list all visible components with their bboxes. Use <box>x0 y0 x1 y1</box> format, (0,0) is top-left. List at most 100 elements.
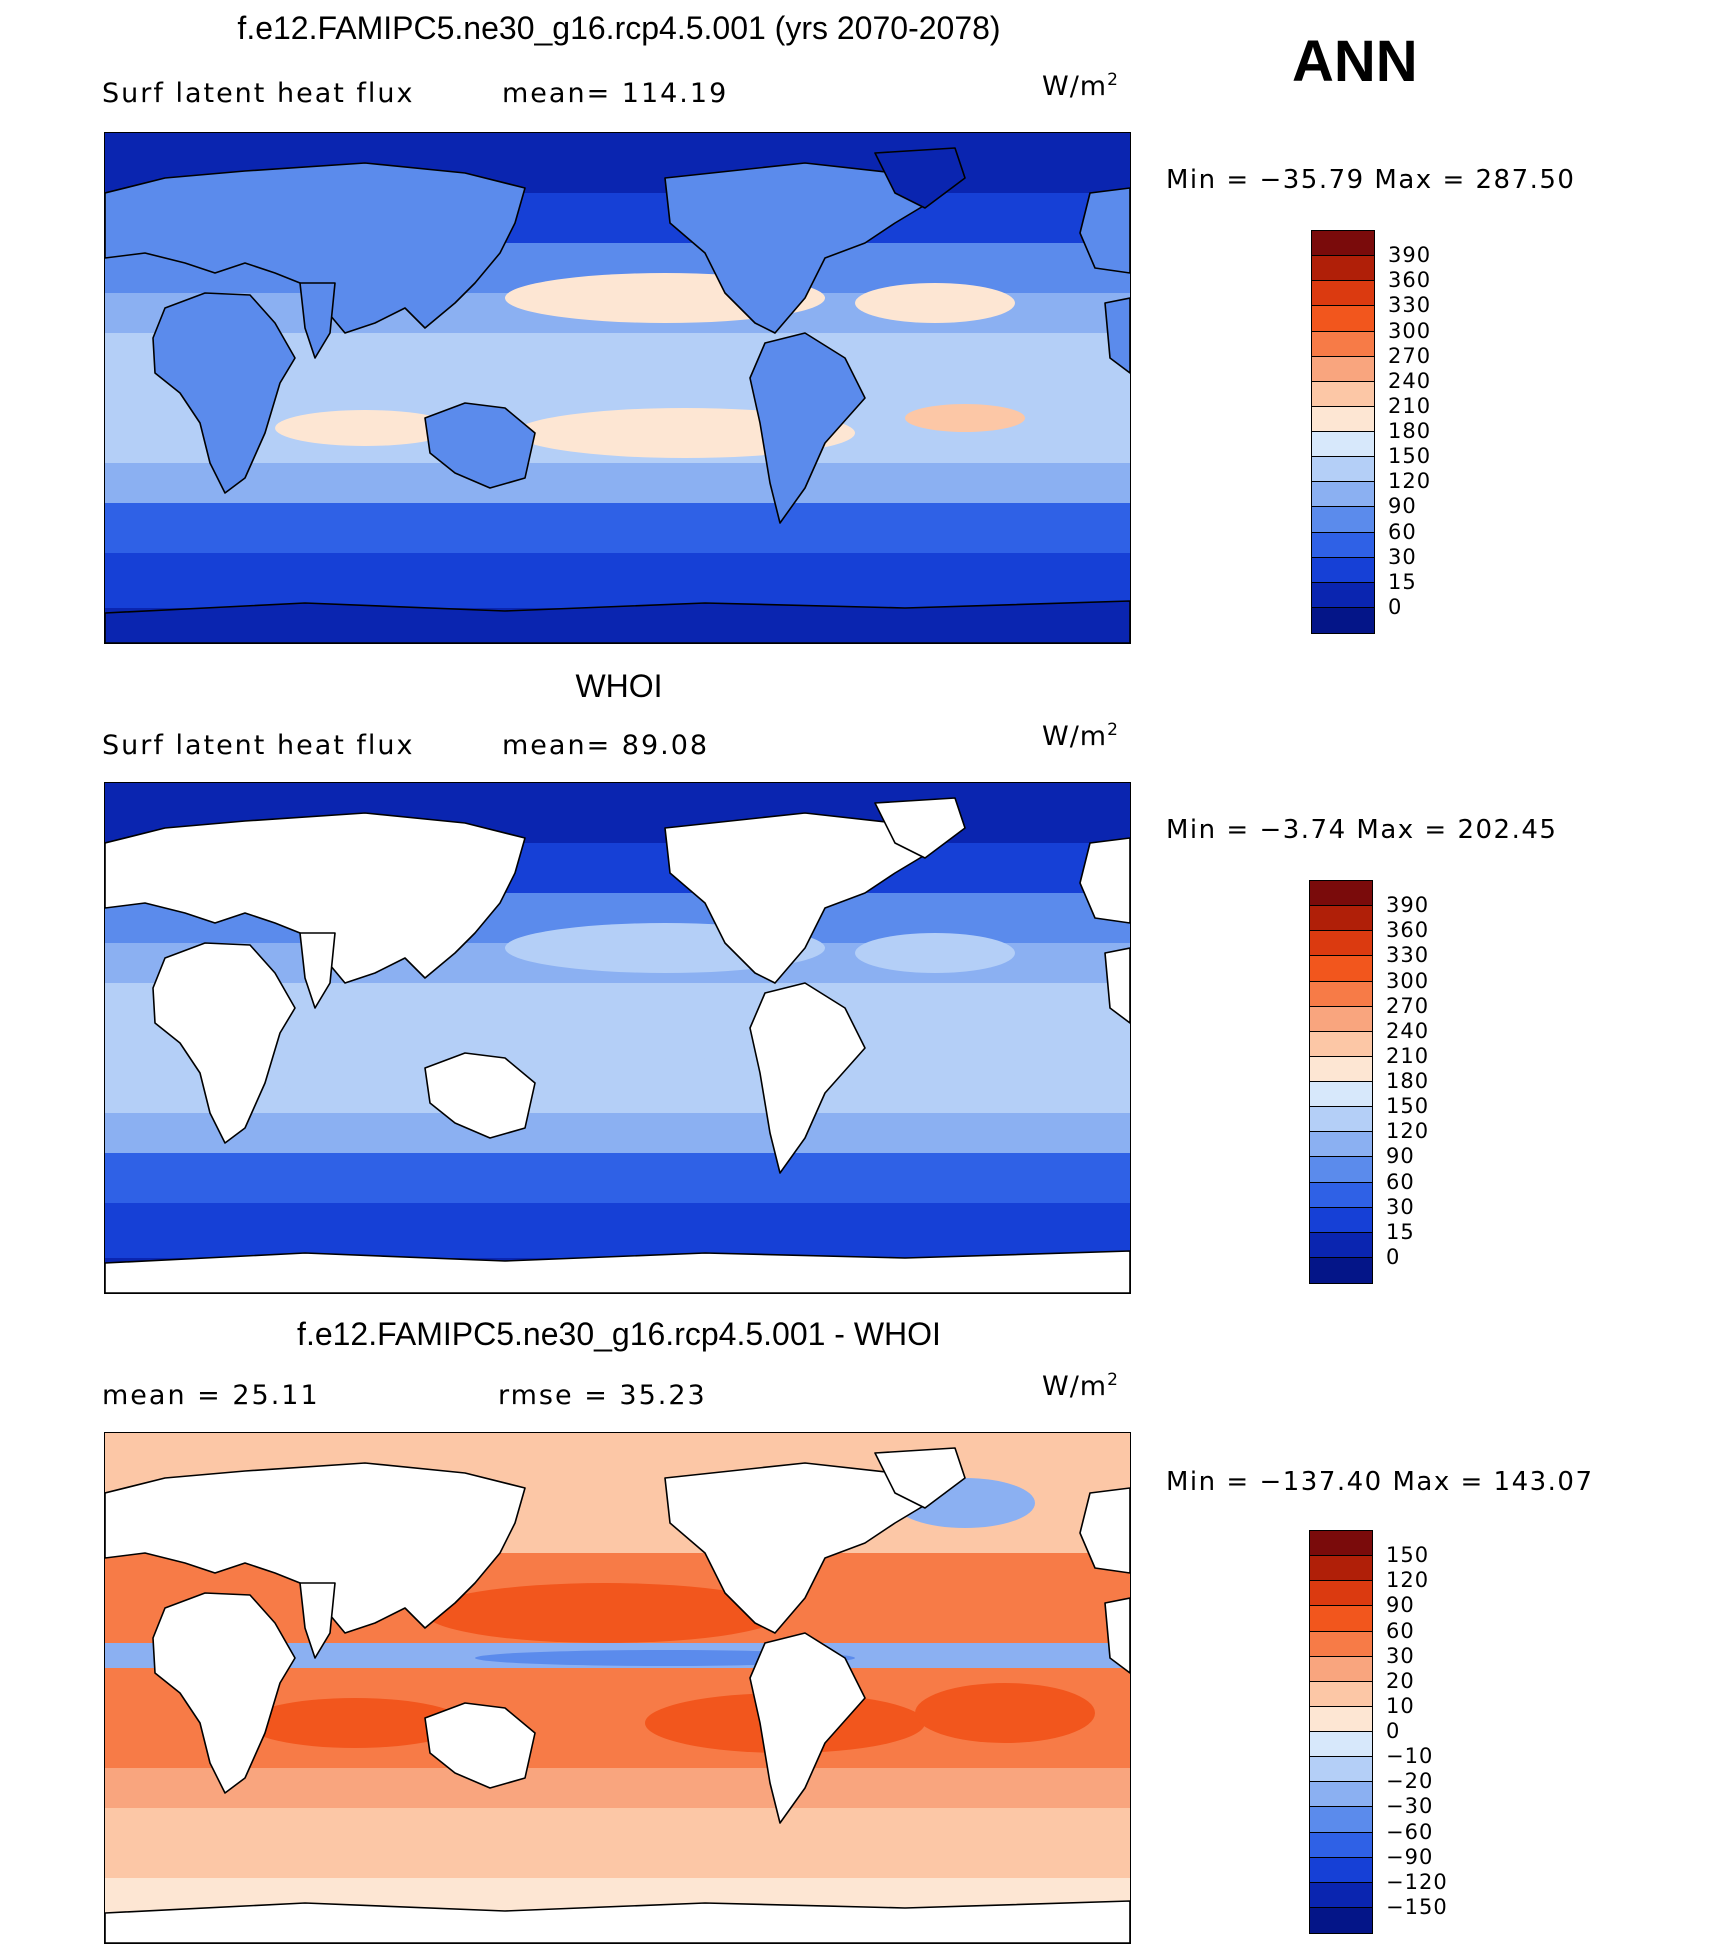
colorbar-tick-label: 240 <box>1386 1018 1430 1043</box>
colorbar-tick-label: −120 <box>1386 1869 1448 1894</box>
continent-eurasia <box>105 812 526 984</box>
continent-europeW <box>1079 187 1130 274</box>
field-band <box>105 1113 1130 1153</box>
colorbar-tick-label: 90 <box>1386 1144 1415 1169</box>
colorbar-tick-label: 330 <box>1388 293 1432 318</box>
colorbar-swatch <box>1310 906 1372 932</box>
continent-africaW <box>1104 297 1130 374</box>
field-blob <box>245 1698 465 1748</box>
colorbar-swatch <box>1310 1006 1372 1032</box>
units-text: W/m <box>1042 71 1108 102</box>
units-exponent: 2 <box>1107 70 1119 90</box>
panel-2-left-label: Surf latent heat flux <box>102 730 415 761</box>
continent-australia <box>424 402 536 489</box>
field-band <box>105 1768 1130 1808</box>
continent-india <box>299 1582 336 1659</box>
colorbar-tick-label: 270 <box>1388 343 1432 368</box>
colorbar-tick-label: 390 <box>1386 893 1430 918</box>
continent-africaW <box>1104 1597 1130 1674</box>
colorbar-swatch <box>1310 1581 1372 1607</box>
colorbar-tick-label: 360 <box>1388 268 1432 293</box>
colorbar-tick-label: 60 <box>1386 1169 1415 1194</box>
panel-3-map <box>104 1432 1131 1944</box>
panel-2-right-label: mean= 89.08 <box>502 730 710 761</box>
colorbar-swatch <box>1310 1132 1372 1158</box>
colorbar-swatch <box>1310 1556 1372 1582</box>
colorbar-tick-label: 20 <box>1386 1668 1415 1693</box>
panel-1-colorbar <box>1311 230 1375 634</box>
colorbar-swatch <box>1310 931 1372 957</box>
colorbar-swatch <box>1310 1606 1372 1632</box>
colorbar-swatch <box>1310 1056 1372 1082</box>
continent-australia <box>424 1052 536 1139</box>
colorbar-tick-label: 300 <box>1388 318 1432 343</box>
field-blob <box>905 1054 1025 1082</box>
panel-1-map-svg <box>105 133 1130 643</box>
panel-2-minmax: Min = −3.74 Max = 202.45 <box>1166 815 1558 845</box>
continent-greenland <box>874 147 966 209</box>
panel-1-left-label: Surf latent heat flux <box>102 78 415 109</box>
colorbar-swatch <box>1312 256 1374 282</box>
continent-eurasia <box>105 162 526 334</box>
colorbar-tick-label: 60 <box>1386 1618 1415 1643</box>
colorbar-swatch <box>1310 1782 1372 1808</box>
units-exponent: 2 <box>1107 720 1119 740</box>
continent-australia <box>424 1702 536 1789</box>
continent-samerica <box>749 332 866 524</box>
colorbar-swatch <box>1310 1031 1372 1057</box>
panel-2-map-svg <box>105 783 1130 1293</box>
colorbar-swatch <box>1312 356 1374 382</box>
continent-africa <box>152 1592 296 1794</box>
colorbar-tick-label: 120 <box>1386 1119 1430 1144</box>
colorbar-tick-label: 180 <box>1388 419 1432 443</box>
field-blob <box>915 1683 1095 1743</box>
colorbar-tick-label: 0 <box>1386 1244 1401 1269</box>
field-band <box>105 1808 1130 1878</box>
colorbar-swatch <box>1312 457 1374 483</box>
colorbar-tick-label: −10 <box>1386 1744 1434 1769</box>
colorbar-swatch <box>1310 1706 1372 1732</box>
panel-2-title: WHOI <box>575 668 663 704</box>
units-text: W/m <box>1042 1371 1108 1402</box>
panel-3-colorbar <box>1309 1530 1373 1934</box>
colorbar-swatch <box>1310 1732 1372 1758</box>
colorbar-tick-label: −20 <box>1386 1769 1434 1794</box>
colorbar-swatch <box>1312 532 1374 558</box>
colorbar-tick-label: −150 <box>1386 1894 1448 1919</box>
colorbar-swatch <box>1310 1656 1372 1682</box>
units-exponent: 2 <box>1107 1370 1119 1390</box>
colorbar-swatch <box>1310 1107 1372 1133</box>
colorbar-swatch <box>1310 1082 1372 1108</box>
colorbar-tick-label: 270 <box>1386 993 1430 1018</box>
colorbar-tick-label: 30 <box>1388 544 1417 569</box>
field-blob <box>275 1060 455 1096</box>
colorbar-tick-label: −30 <box>1386 1794 1434 1819</box>
colorbar-swatch <box>1310 1631 1372 1657</box>
colorbar-tick-label: 210 <box>1386 1043 1430 1068</box>
colorbar-swatch <box>1312 607 1374 633</box>
colorbar-swatch <box>1310 1757 1372 1783</box>
colorbar-swatch <box>1310 1681 1372 1707</box>
colorbar-tick-label: 120 <box>1386 1568 1430 1593</box>
colorbar-swatch <box>1312 381 1374 407</box>
continent-antarctica <box>105 600 1130 643</box>
colorbar-tick-label: −90 <box>1386 1844 1434 1869</box>
continent-india <box>299 282 336 359</box>
colorbar-tick-label: 360 <box>1386 918 1430 943</box>
continent-india <box>299 932 336 1009</box>
panel-3-map-svg <box>105 1433 1130 1943</box>
colorbar-tick-label: 15 <box>1386 1219 1415 1244</box>
panel-2-units: W/m2 <box>1042 720 1119 752</box>
continent-europeW <box>1079 1487 1130 1574</box>
continent-greenland <box>874 797 966 859</box>
colorbar-tick-label: 300 <box>1386 968 1430 993</box>
colorbar-tick-label: 150 <box>1388 444 1432 469</box>
field-blob <box>855 283 1015 323</box>
panel-3-minmax: Min = −137.40 Max = 143.07 <box>1166 1467 1594 1497</box>
colorbar-swatch <box>1310 1182 1372 1208</box>
colorbar-swatch <box>1312 557 1374 583</box>
colorbar-swatch <box>1312 507 1374 533</box>
colorbar-tick-label: 150 <box>1386 1543 1430 1568</box>
panel-3-title: f.e12.FAMIPC5.ne30_g16.rcp4.5.001 - WHOI <box>297 1316 941 1352</box>
colorbar-swatch <box>1310 1832 1372 1858</box>
